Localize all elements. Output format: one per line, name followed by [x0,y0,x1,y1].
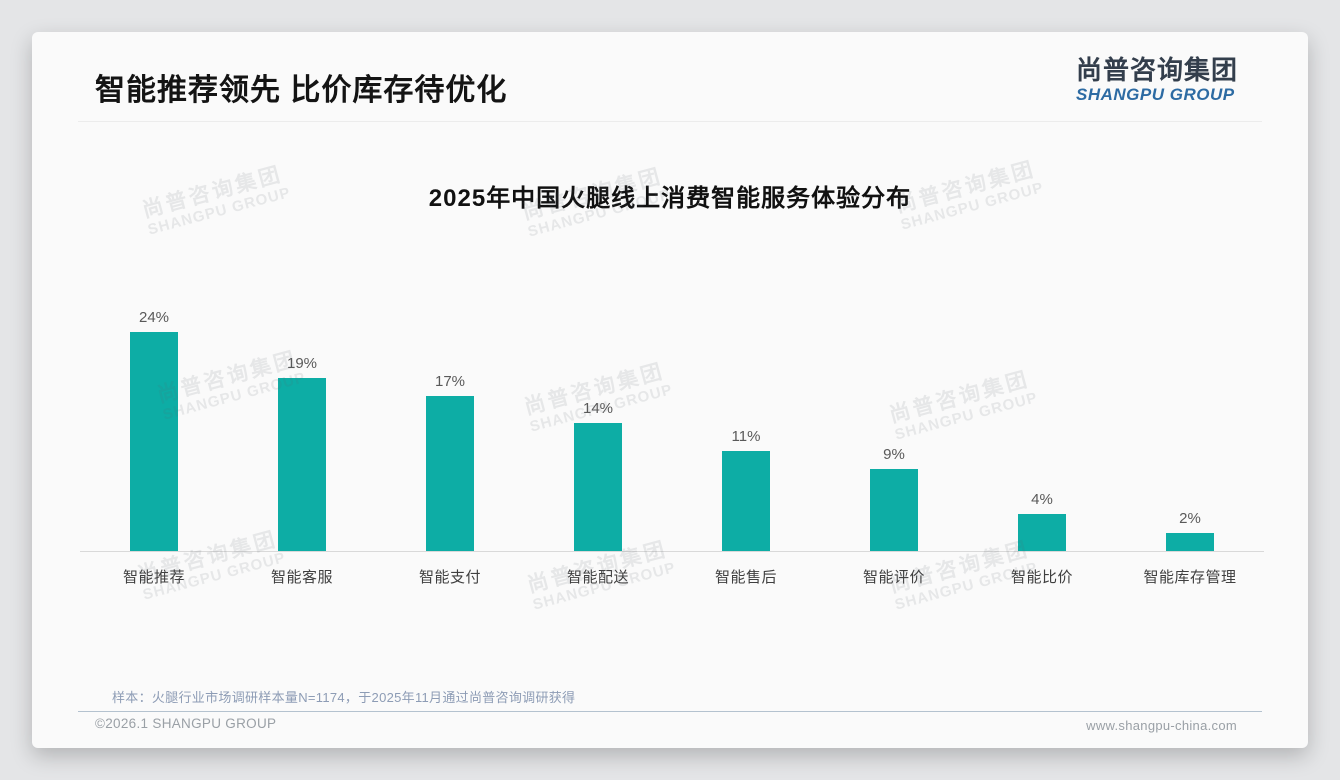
sample-footnote: 样本：火腿行业市场调研样本量N=1174，于2025年11月通过尚普咨询调研获得 [112,690,576,705]
page-title: 智能推荐领先 比价库存待优化 [95,74,508,107]
bar-slot: 4% 智能比价 [968,312,1116,586]
title-divider [78,121,1262,122]
bar-智能评价 [870,469,918,551]
bar-category-label: 智能支付 [418,569,481,586]
bar-value-label: 11% [731,428,761,445]
bar-slot: 11% 智能售后 [672,312,820,586]
logo-en-text: SHANGPU GROUP [1075,84,1235,104]
bar-value-label: 14% [582,400,614,417]
bar-category-label: 智能评价 [862,569,925,586]
logo-cn-text: 尚普咨询集团 [1075,55,1238,85]
bar-slot: 9% 智能评价 [820,312,968,586]
bar-value-label: 19% [286,355,318,372]
bar-智能配送 [574,423,622,551]
bar-value-label: 9% [883,446,905,463]
bar-category-label: 智能比价 [1010,569,1073,586]
bar-slot: 2% 智能库存管理 [1116,312,1264,586]
bar-slot: 17% 智能支付 [376,312,524,586]
x-axis-line [80,551,1264,552]
bar-智能客服 [278,378,326,551]
bar-category-label: 智能库存管理 [1143,569,1237,586]
bar-智能售后 [722,451,770,551]
website-text: www.shangpu-china.com [1086,718,1237,733]
slide-card: 智能推荐领先 比价库存待优化 尚普咨询集团 SHANGPU GROUP 2025… [32,32,1308,748]
bar-category-label: 智能售后 [714,569,777,586]
bar-智能推荐 [130,332,178,551]
bar-value-label: 24% [138,309,170,326]
bar-value-label: 2% [1179,510,1201,527]
bar-智能库存管理 [1166,533,1214,551]
copyright-text: ©2026.1 SHANGPU GROUP [95,716,277,731]
bar-智能支付 [426,396,474,551]
bar-智能比价 [1018,514,1066,551]
bar-chart-plot: 24% 智能推荐 19% 智能客服 17% 智能支付 14% 智能配送 11% 智能售后 9% 智能评… [80,309,1264,586]
bar-slot: 14% 智能配送 [524,312,672,586]
bar-category-label: 智能客服 [270,569,333,586]
bar-slot: 24% 智能推荐 [80,309,228,586]
bar-slot: 19% 智能客服 [228,312,376,586]
company-logo: 尚普咨询集团 SHANGPU GROUP [1075,55,1238,105]
bar-category-label: 智能推荐 [122,569,185,586]
footer-divider [78,711,1262,712]
bar-value-label: 4% [1031,491,1053,508]
bar-value-label: 17% [434,373,466,390]
bar-category-label: 智能配送 [566,569,629,586]
chart-title: 2025年中国火腿线上消费智能服务体验分布 [428,185,912,212]
